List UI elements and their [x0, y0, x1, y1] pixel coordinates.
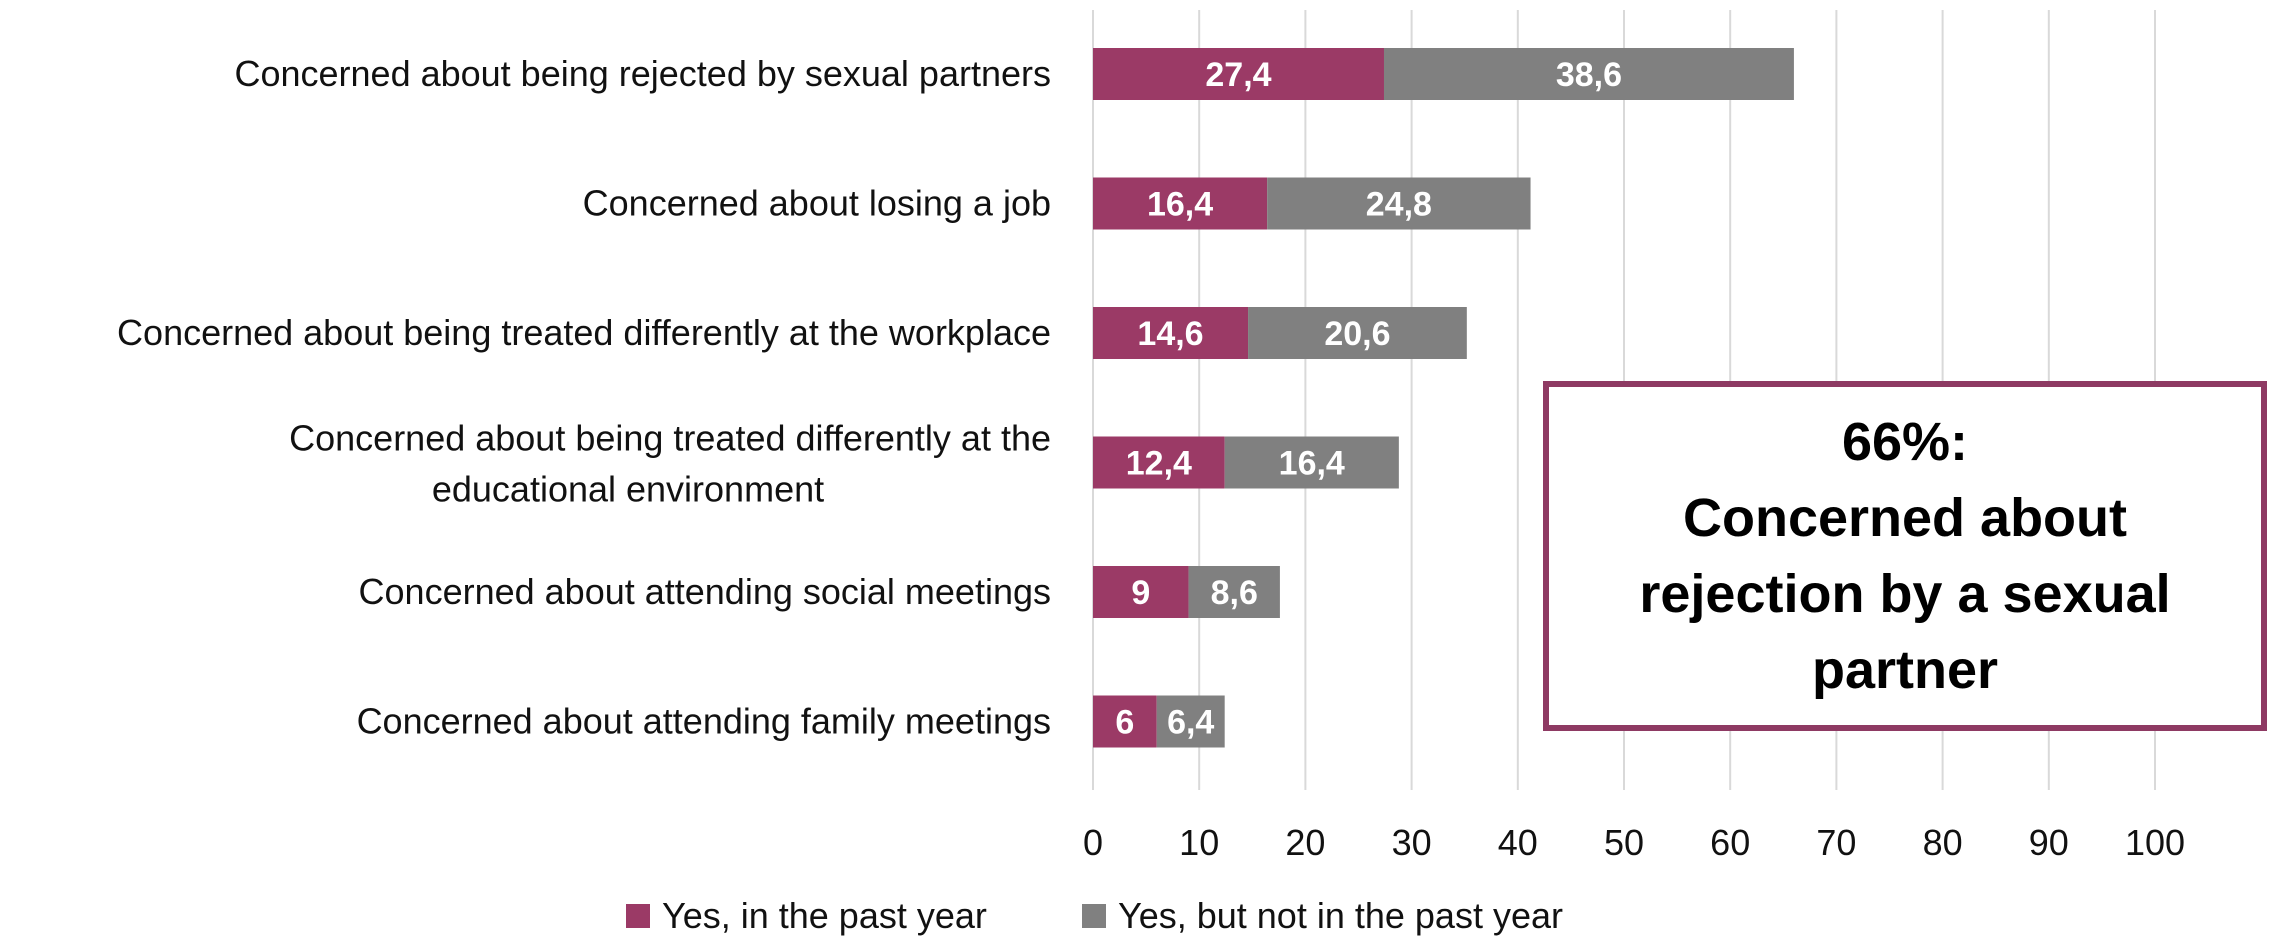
data-label-not-past-year-4: 8,6: [1211, 574, 1258, 612]
callout-text: Concerned about rejection by a sexual pa…: [1639, 488, 2171, 700]
bar-past-year-2: [1093, 307, 1249, 359]
x-tick-label-40: 40: [1498, 822, 1538, 863]
bar-past-year-1: [1093, 177, 1268, 230]
x-tick-label-10: 10: [1179, 822, 1219, 863]
data-label-past-year-5: 6: [1115, 704, 1134, 742]
data-label-past-year-3: 12,4: [1126, 445, 1192, 483]
bar-not-past-year-0: [1383, 48, 1794, 100]
x-tick-label-20: 20: [1285, 822, 1325, 863]
x-tick-label-80: 80: [1923, 822, 1963, 863]
x-tick-label-0: 0: [1083, 822, 1103, 863]
category-label-5: Concerned about attending family meeting…: [357, 701, 1051, 742]
x-tick-label-30: 30: [1392, 822, 1432, 863]
data-label-past-year-4: 9: [1131, 574, 1150, 612]
legend-label-0: Yes, in the past year: [662, 895, 987, 936]
category-labels: Concerned about being rejected by sexual…: [117, 53, 1051, 742]
x-tick-label-70: 70: [1816, 822, 1856, 863]
x-tick-label-60: 60: [1710, 822, 1750, 863]
bar-not-past-year-5: [1156, 695, 1225, 748]
x-axis-ticks: 0 10 20 30 40 50 60 70 80 90 100: [1083, 822, 2185, 863]
bar-past-year-0: [1093, 48, 1384, 100]
data-label-not-past-year-0: 38,6: [1556, 56, 1622, 94]
data-label-not-past-year-1: 24,8: [1366, 186, 1432, 224]
data-label-not-past-year-3: 16,4: [1279, 445, 1345, 483]
bar-not-past-year-3: [1224, 436, 1399, 489]
category-label-3-line1: Concerned about being treated differentl…: [289, 418, 1051, 459]
bar-not-past-year-4: [1188, 566, 1280, 618]
category-label-4: Concerned about attending social meeting…: [359, 571, 1051, 612]
category-label-0: Concerned about being rejected by sexual…: [234, 53, 1051, 94]
category-label-2: Concerned about being treated differentl…: [117, 312, 1051, 353]
legend-swatch-0: [626, 904, 650, 928]
x-tick-label-90: 90: [2029, 822, 2069, 863]
x-tick-label-100: 100: [2125, 822, 2185, 863]
bar-past-year-5: [1093, 695, 1157, 748]
data-label-not-past-year-5: 6,4: [1167, 704, 1214, 742]
data-label-not-past-year-2: 20,6: [1324, 315, 1390, 353]
bar-not-past-year-2: [1248, 307, 1467, 359]
category-label-3-line2: educational environment: [432, 469, 824, 510]
category-label-1: Concerned about losing a job: [583, 183, 1051, 224]
legend-swatch-1: [1082, 904, 1106, 928]
bar-past-year-4: [1093, 566, 1189, 618]
legend-label-1: Yes, but not in the past year: [1118, 895, 1563, 936]
data-label-past-year-1: 16,4: [1147, 186, 1213, 224]
legend: Yes, in the past year Yes, but not in the…: [626, 895, 1563, 936]
bar-past-year-3: [1093, 436, 1225, 489]
bar-not-past-year-1: [1267, 177, 1531, 230]
bars: 27,4 38,6 16,4 24,8 14,6 20,6 12,4 16,4 9 8,6 6 6,4: [1093, 48, 1794, 748]
data-label-past-year-2: 14,6: [1137, 315, 1203, 353]
data-label-past-year-0: 27,4: [1205, 56, 1271, 94]
x-tick-label-50: 50: [1604, 822, 1644, 863]
callout-headline: 66%:: [1841, 412, 1969, 472]
callout-box: 66%: Concerned about rejection by a sexu…: [1543, 381, 2267, 731]
